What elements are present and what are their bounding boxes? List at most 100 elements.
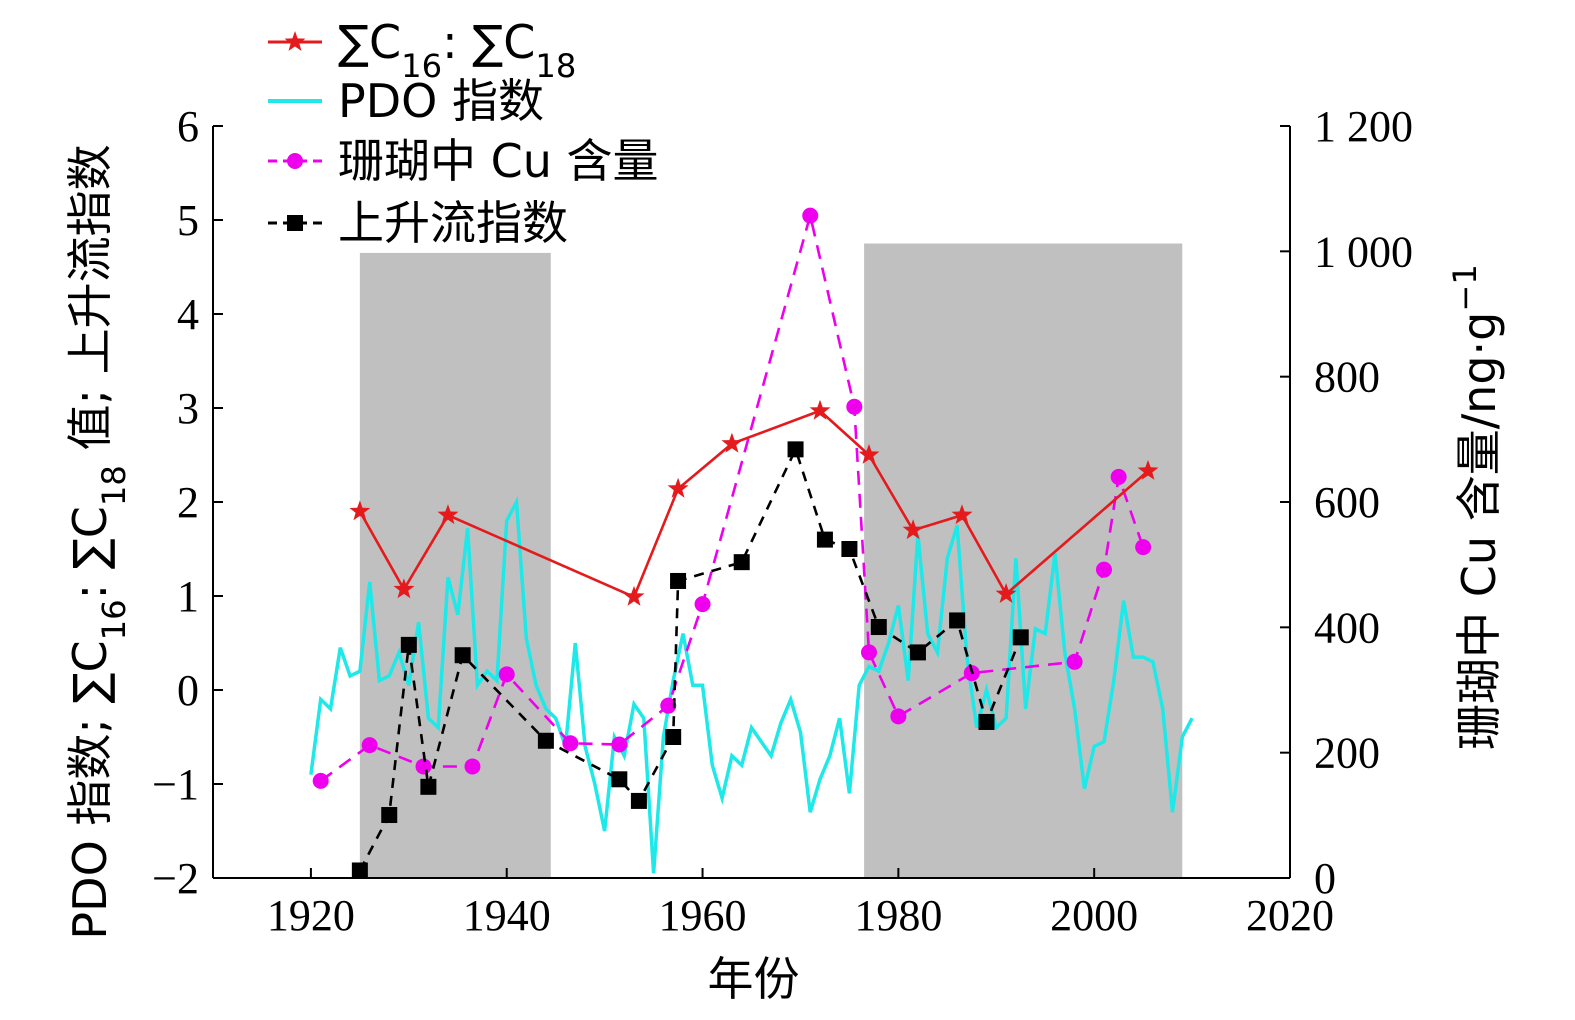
series-3 [351,441,1029,879]
y-left-tick-label: 2 [177,478,199,527]
y-left-tick-label: 3 [177,384,199,433]
legend-swatch-marker [284,31,306,51]
data-point [1135,539,1152,556]
data-point [454,647,471,664]
x-tick-label: 1980 [854,891,942,940]
data-point [361,737,378,754]
data-point [858,444,880,464]
data-point [870,619,887,636]
data-point [351,862,368,879]
y-right-tick-label: 1 000 [1314,227,1413,276]
data-point [787,441,804,458]
data-point [1110,468,1127,485]
legend-label: PDO 指数 [338,74,544,128]
data-point [816,531,833,548]
data-point [860,644,877,661]
y-left-tick-label: 1 [177,572,199,621]
series-line [358,409,1149,599]
legend-entry: ∑C16: ∑C18 [268,15,576,85]
data-point [611,771,628,788]
data-point [978,713,995,730]
legend-label-part: PDO 指数 [338,74,544,128]
data-point [415,758,432,775]
x-tick-label: 2000 [1050,891,1138,940]
series-layer [309,207,1194,879]
data-point [660,697,677,714]
legend-label-part: ∑C [338,15,401,69]
x-tick-label: 1920 [267,891,355,940]
y-axis-left-label-part: PDO 指数; ∑C [63,640,117,939]
data-point [1137,460,1159,480]
y-axis-left-label-part: 16 [95,599,133,640]
x-axis-label: 年份 [708,952,800,1006]
data-point [694,596,711,613]
x-tick-label: 1960 [659,891,747,940]
legend-swatch-marker [287,153,303,169]
y-axis-left-label-part: 值; 上升流指数 [63,144,117,465]
data-point [809,399,831,420]
data-point [437,504,459,525]
data-point [623,585,645,606]
y-right-tick-label: 1 200 [1314,102,1413,151]
data-point [611,736,628,753]
y-left-tick-label: 6 [177,102,199,151]
data-point [420,778,437,795]
data-point [949,612,966,629]
legend-entry: PDO 指数 [268,74,544,128]
data-point [464,758,481,775]
data-point [630,792,647,809]
series-line [309,495,1194,874]
series-1 [309,495,1194,874]
data-point [1066,653,1083,670]
data-point [721,432,743,453]
y-right-tick-label: 0 [1314,854,1336,903]
data-point [1012,629,1029,646]
x-tick-label: 1940 [463,891,551,940]
y-axis-right-label: 珊瑚中 Cu 含量/ng·g−1 [1446,264,1506,750]
data-point [312,772,329,789]
data-point [841,541,858,557]
y-right-tick-label: 200 [1314,729,1380,778]
y-left-tick-label: 5 [177,196,199,245]
y-left-tick-label: 0 [177,666,199,715]
legend-label: ∑C16: ∑C18 [338,15,576,85]
data-point [909,644,926,661]
series-2 [312,207,1152,789]
y-axis-left-label-part: 18 [95,465,133,506]
legend-label-part: 16 [401,47,442,85]
legend-entry: 珊瑚中 Cu 含量 [268,134,659,188]
data-point [381,807,398,824]
data-point [665,729,682,745]
data-point [562,735,579,752]
y-left-tick-label: 4 [177,290,199,339]
data-point [1095,561,1112,578]
y-left-tick-label: −2 [152,854,199,903]
y-right-tick-label: 600 [1314,478,1380,527]
legend-label: 上升流指数 [338,196,568,250]
legend-swatch-marker [287,215,303,231]
data-point [846,398,863,415]
legend-label-part: : ∑C [442,15,535,69]
data-point [400,636,417,653]
y-axis-right-label-part: −1 [1446,264,1484,311]
legend-label-part: 18 [535,47,576,85]
y-axis-left-label-part: : ∑C [63,506,117,599]
legend-entry: 上升流指数 [268,196,568,250]
data-point [670,572,687,589]
y-right-tick-label: 800 [1314,353,1380,402]
y-axis-left-label: PDO 指数; ∑C16: ∑C18 值; 上升流指数 [63,144,133,939]
data-point [667,477,689,498]
data-point [537,732,554,749]
data-point [902,519,924,540]
legend-label: 珊瑚中 Cu 含量 [338,134,659,188]
axes: 1920 1940 1960 1980 2000 2020 −2 −1 0 1 2 3 4 5 6 0 200 4… [63,102,1506,1006]
legend-label-part: 上升流指数 [338,196,568,250]
shaded-period [864,243,1183,878]
data-point [349,500,371,521]
data-point [951,504,973,525]
legend-label-part: 珊瑚中 Cu 含量 [338,134,659,188]
series-0 [349,399,1159,606]
data-point [995,583,1017,603]
data-point [393,578,415,599]
